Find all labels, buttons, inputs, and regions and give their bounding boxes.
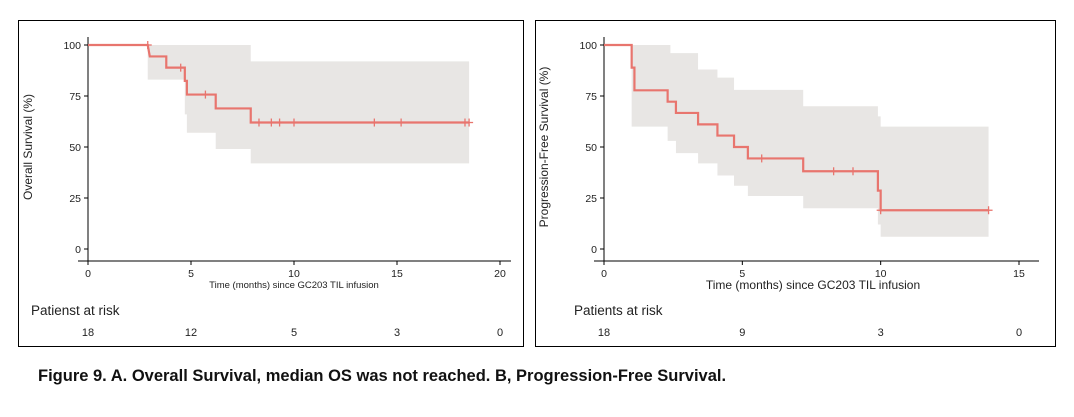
censor-mark <box>275 118 284 127</box>
risk-table-value: 3 <box>394 327 400 339</box>
risk-table-value: 18 <box>82 327 94 339</box>
confidence-band <box>88 45 470 164</box>
censor-mark <box>984 206 993 215</box>
risk-table-value: 18 <box>598 327 610 339</box>
censor-mark <box>829 167 838 176</box>
y-tick-label: 50 <box>69 142 81 154</box>
x-tick-label: 0 <box>601 268 607 280</box>
x-tick-label: 15 <box>1013 268 1025 280</box>
progression-free-survival-panel: 0 25 50 75 100 0 5 10 15 Progression-Free Surviva… <box>535 20 1056 347</box>
y-tick-label: 25 <box>69 193 81 205</box>
risk-table-value: 5 <box>291 327 297 339</box>
y-tick-label: 25 <box>585 193 597 205</box>
censor-mark <box>849 167 857 176</box>
censor-mark <box>290 118 298 127</box>
y-tick-label: 0 <box>591 244 597 256</box>
progression-free-survival-chart: 0 25 50 75 100 0 5 10 15 Progression-Free Surviva… <box>537 37 1039 339</box>
censor-mark <box>876 206 885 215</box>
risk-table-title: Patients at risk <box>574 303 663 318</box>
censor-mark <box>267 118 276 127</box>
risk-table-title: Patienst at risk <box>31 303 120 318</box>
risk-table-value: 0 <box>497 327 503 339</box>
confidence-band <box>604 45 989 237</box>
censor-mark <box>254 118 263 127</box>
y-tick-label: 0 <box>75 244 81 256</box>
censor-mark <box>370 118 379 127</box>
y-tick-label: 75 <box>585 91 597 103</box>
censor-mark <box>143 41 152 49</box>
x-tick-label: 5 <box>739 268 745 280</box>
risk-table-value: 3 <box>878 327 884 339</box>
risk-table-value: 12 <box>185 327 197 339</box>
censor-mark <box>176 63 185 72</box>
censor-mark <box>465 118 474 127</box>
x-axis-label: Time (months) since GC203 TIL infusion <box>706 278 920 292</box>
overall-survival-panel: 0 25 50 75 100 0 5 10 15 20 Overall Survival (%) Ti… <box>18 20 524 347</box>
survival-curve <box>604 43 989 212</box>
risk-table-value: 0 <box>1016 327 1022 339</box>
x-tick-label: 5 <box>188 268 194 280</box>
y-axis-label: Progression-Free Survival (%) <box>537 67 551 228</box>
y-axis-label: Overall Survival (%) <box>21 94 35 200</box>
x-axis-label: Time (months) since GC203 TIL infusion <box>209 280 379 291</box>
x-tick-label: 20 <box>494 268 506 280</box>
censor-mark <box>757 154 766 163</box>
x-tick-label: 10 <box>288 268 300 280</box>
y-tick-label: 50 <box>585 142 597 154</box>
x-tick-label: 10 <box>875 268 887 280</box>
y-tick-label: 75 <box>69 91 81 103</box>
survival-curve <box>88 43 470 124</box>
x-tick-label: 15 <box>391 268 403 280</box>
censor-mark <box>201 90 210 99</box>
figure-caption: Figure 9. A. Overall Survival, median OS… <box>38 367 727 385</box>
y-tick-label: 100 <box>63 40 81 52</box>
x-tick-label: 0 <box>85 268 91 280</box>
censor-mark <box>397 118 406 127</box>
y-tick-label: 100 <box>579 40 597 52</box>
risk-table-value: 9 <box>739 327 745 339</box>
